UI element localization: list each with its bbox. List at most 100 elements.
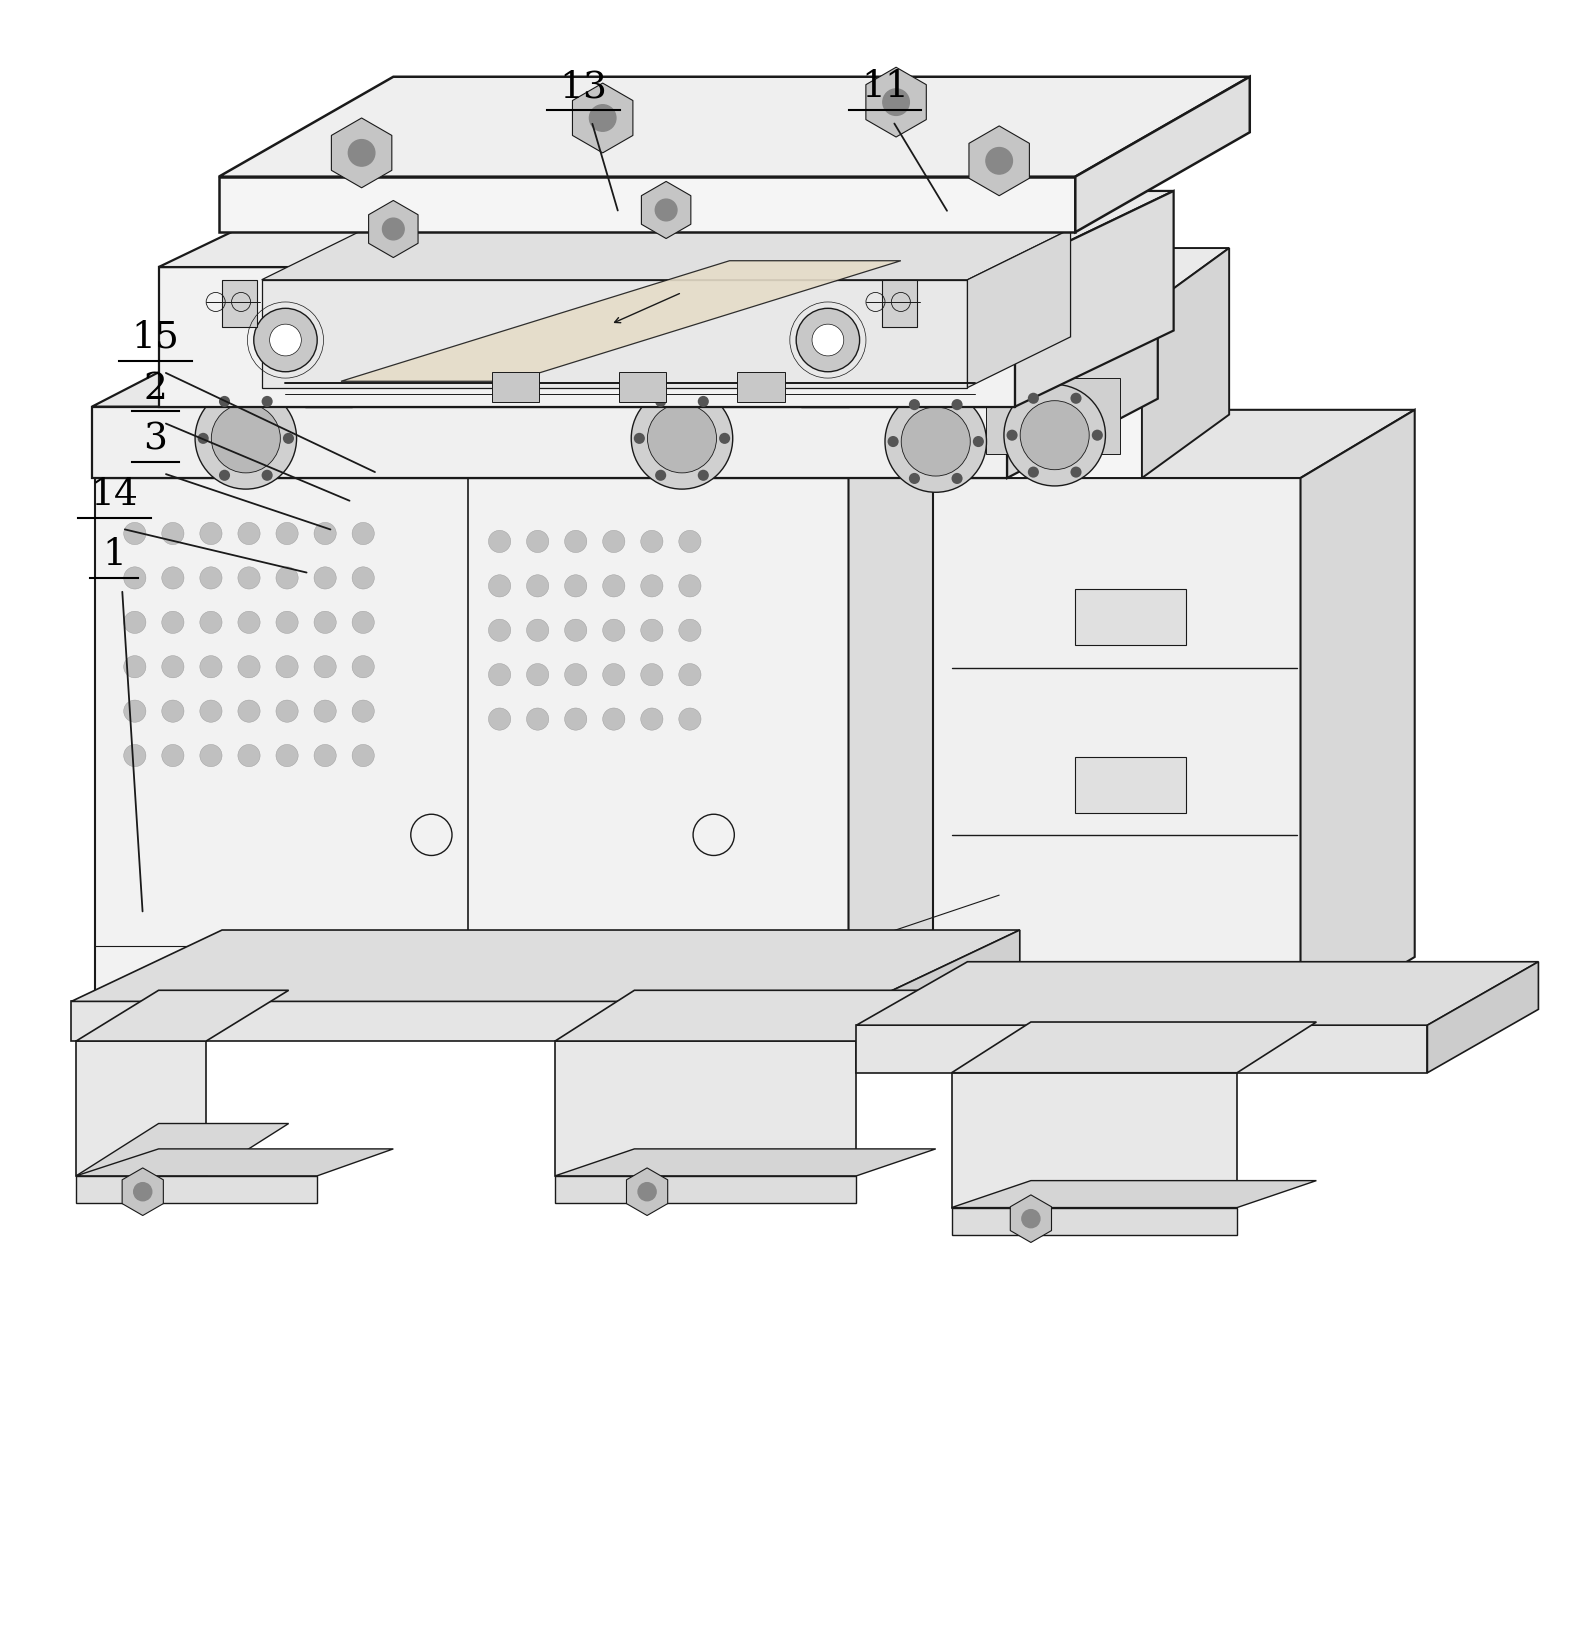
Polygon shape xyxy=(856,1025,1427,1073)
Circle shape xyxy=(1064,326,1099,360)
Circle shape xyxy=(352,567,374,590)
Circle shape xyxy=(314,655,336,678)
Circle shape xyxy=(527,531,549,552)
Circle shape xyxy=(349,139,374,165)
Circle shape xyxy=(590,105,615,131)
Circle shape xyxy=(200,567,222,590)
Polygon shape xyxy=(1301,410,1415,1025)
Circle shape xyxy=(238,611,260,634)
Circle shape xyxy=(162,567,184,590)
Circle shape xyxy=(1091,429,1102,441)
Circle shape xyxy=(679,619,701,642)
Circle shape xyxy=(641,619,663,642)
Circle shape xyxy=(527,575,549,596)
Circle shape xyxy=(352,744,374,767)
Circle shape xyxy=(641,531,663,552)
Circle shape xyxy=(276,744,298,767)
Circle shape xyxy=(488,708,511,731)
Circle shape xyxy=(603,663,625,686)
Circle shape xyxy=(698,470,709,482)
Circle shape xyxy=(1021,326,1056,360)
Circle shape xyxy=(195,388,297,490)
Circle shape xyxy=(718,432,730,444)
Circle shape xyxy=(698,396,709,406)
Polygon shape xyxy=(801,233,849,406)
Circle shape xyxy=(641,663,663,686)
Circle shape xyxy=(238,744,260,767)
Circle shape xyxy=(527,619,549,642)
Polygon shape xyxy=(219,77,1250,177)
Polygon shape xyxy=(952,1073,1237,1207)
Text: 11: 11 xyxy=(861,69,909,105)
Circle shape xyxy=(200,523,222,544)
Circle shape xyxy=(133,1183,152,1201)
Circle shape xyxy=(527,708,549,731)
Polygon shape xyxy=(737,372,785,401)
Polygon shape xyxy=(1075,757,1186,812)
Polygon shape xyxy=(573,84,633,152)
Polygon shape xyxy=(396,185,444,355)
Circle shape xyxy=(276,523,298,544)
Text: 14: 14 xyxy=(90,477,138,513)
Circle shape xyxy=(219,470,230,482)
Polygon shape xyxy=(1015,192,1174,406)
Circle shape xyxy=(1071,467,1082,478)
Circle shape xyxy=(262,470,273,482)
Polygon shape xyxy=(555,1148,936,1176)
Circle shape xyxy=(655,200,677,221)
Polygon shape xyxy=(869,930,1020,1042)
Polygon shape xyxy=(555,991,936,1042)
Polygon shape xyxy=(1427,962,1538,1073)
Circle shape xyxy=(952,473,963,483)
Polygon shape xyxy=(76,1176,317,1202)
Circle shape xyxy=(162,655,184,678)
Circle shape xyxy=(262,396,273,406)
Circle shape xyxy=(238,655,260,678)
Circle shape xyxy=(211,405,281,473)
Circle shape xyxy=(200,611,222,634)
Circle shape xyxy=(352,699,374,722)
Polygon shape xyxy=(95,478,849,1001)
Polygon shape xyxy=(219,177,1075,233)
Circle shape xyxy=(603,619,625,642)
Circle shape xyxy=(634,432,646,444)
Circle shape xyxy=(901,406,971,477)
Circle shape xyxy=(270,324,301,355)
Circle shape xyxy=(565,531,587,552)
Polygon shape xyxy=(76,1148,393,1176)
Polygon shape xyxy=(849,383,999,1001)
Circle shape xyxy=(314,567,336,590)
Polygon shape xyxy=(933,478,1301,1025)
Circle shape xyxy=(638,1183,657,1201)
Circle shape xyxy=(124,699,146,722)
Circle shape xyxy=(200,744,222,767)
Circle shape xyxy=(631,388,733,490)
Circle shape xyxy=(124,655,146,678)
Polygon shape xyxy=(492,372,539,401)
Text: 1: 1 xyxy=(102,537,127,573)
Text: 13: 13 xyxy=(560,69,607,105)
Circle shape xyxy=(238,699,260,722)
Circle shape xyxy=(198,432,209,444)
Polygon shape xyxy=(555,1042,856,1176)
Circle shape xyxy=(488,619,511,642)
Circle shape xyxy=(382,218,404,239)
Circle shape xyxy=(655,396,666,406)
Circle shape xyxy=(647,405,717,473)
Circle shape xyxy=(972,436,983,447)
Polygon shape xyxy=(1010,1194,1052,1243)
Circle shape xyxy=(200,655,222,678)
Circle shape xyxy=(276,567,298,590)
Polygon shape xyxy=(92,406,1007,478)
Polygon shape xyxy=(952,1181,1316,1207)
Circle shape xyxy=(254,308,317,372)
Circle shape xyxy=(1028,393,1039,405)
Circle shape xyxy=(314,523,336,544)
Circle shape xyxy=(488,531,511,552)
Circle shape xyxy=(352,655,374,678)
Polygon shape xyxy=(555,1176,856,1202)
Polygon shape xyxy=(71,930,1020,1001)
Circle shape xyxy=(565,575,587,596)
Circle shape xyxy=(527,663,549,686)
Circle shape xyxy=(888,436,899,447)
